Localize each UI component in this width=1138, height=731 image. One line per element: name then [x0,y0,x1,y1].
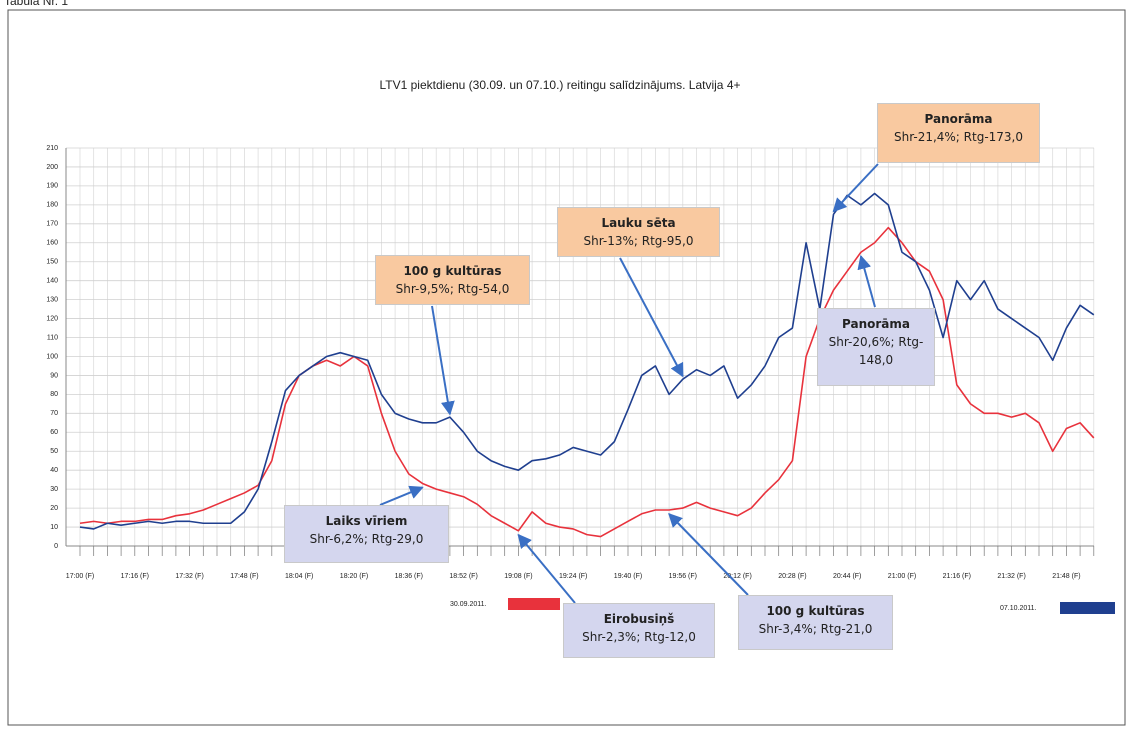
annotation-box: 100 g kultūras Shr-3,4%; Rtg-21,0 [738,595,893,650]
y-tick-label: 120 [46,315,58,322]
annotation-arrow [619,257,684,378]
legend-label: 07.10.2011. [1000,605,1037,612]
y-tick-label: 190 [46,183,58,190]
caption: Tabula Nr. 1 [4,0,68,8]
x-tick-label: 17:48 (F) [230,573,258,580]
annotation-text: Shr-20,6%; Rtg-148,0 [828,335,924,367]
y-tick-label: 70 [50,410,58,417]
y-tick-label: 210 [46,145,58,152]
annotation-title: Eirobusiņš [603,612,675,626]
annotation-box: Eirobusiņš Shr-2,3%; Rtg-12,0 [563,603,715,658]
y-tick-label: 50 [50,448,58,455]
legend-label: 30.09.2011. [450,601,487,608]
x-tick-label: 17:32 (F) [175,573,203,580]
x-tick-label: 18:36 (F) [395,573,423,580]
x-tick-label: 20:44 (F) [833,573,861,580]
annotation-text: Shr-3,4%; Rtg-21,0 [758,622,873,636]
frame [7,9,1126,726]
line-series [79,226,1095,538]
x-tick-label: 21:16 (F) [943,573,971,580]
y-tick-label: 0 [54,543,58,550]
annotation-box: Lauku sēta Shr-13%; Rtg-95,0 [557,207,720,257]
y-tick-label: 80 [50,391,58,398]
y-tick-label: 180 [46,202,58,209]
annotation-title: 100 g kultūras [403,264,502,278]
x-tick-label: 19:08 (F) [504,573,532,580]
annotation-box: Panorāma Shr-20,6%; Rtg-148,0 [817,308,935,386]
annotation-arrow [857,254,876,308]
y-tick-label: 160 [46,240,58,247]
x-tick-label: 21:48 (F) [1052,573,1080,580]
annotation-title: Lauku sēta [601,216,676,230]
x-tick-label: 18:52 (F) [449,573,477,580]
annotation-text: Shr-21,4%; Rtg-173,0 [893,130,1024,144]
annotation-title: Laiks vīriem [325,514,408,528]
x-tick-label: 19:56 (F) [669,573,697,580]
x-tick-label: 19:40 (F) [614,573,642,580]
legend-swatch [1060,602,1115,614]
annotation-title: 100 g kultūras [766,604,865,618]
y-tick-label: 100 [46,353,58,360]
annotation-box: Laiks vīriem Shr-6,2%; Rtg-29,0 [284,505,449,563]
annotation-arrow [832,163,879,213]
annotation-arrow [668,512,749,596]
y-tick-label: 20 [50,505,58,512]
y-tick-label: 150 [46,259,58,266]
annotation-arrow [517,533,576,604]
x-tick-label: 21:00 (F) [888,573,916,580]
chart-title: LTV1 piektdienu (30.09. un 07.10.) reiti… [380,78,741,92]
annotation-box: 100 g kultūras Shr-9,5%; Rtg-54,0 [375,255,530,305]
y-tick-label: 40 [50,467,58,474]
x-tick-label: 17:16 (F) [121,573,149,580]
y-tick-label: 90 [50,372,58,379]
x-tick-label: 18:04 (F) [285,573,313,580]
y-tick-label: 200 [46,164,58,171]
y-tick-label: 130 [46,296,58,303]
annotation-text: Shr-2,3%; Rtg-12,0 [582,630,696,644]
x-tick-label: 17:00 (F) [66,573,94,580]
x-tick-label: 20:12 (F) [723,573,751,580]
x-tick-label: 21:32 (F) [997,573,1025,580]
annotation-text: Shr-9,5%; Rtg-54,0 [395,282,510,296]
annotation-text: Shr-6,2%; Rtg-29,0 [309,532,424,546]
y-tick-label: 10 [50,524,58,531]
x-tick-label: 19:24 (F) [559,573,587,580]
annotation-arrow [379,485,424,506]
annotation-text: Shr-13%; Rtg-95,0 [583,234,694,248]
annotation-title: Panorāma [842,317,910,331]
y-tick-label: 140 [46,278,58,285]
x-tick-label: 18:20 (F) [340,573,368,580]
y-tick-label: 30 [50,486,58,493]
annotation-box: Panorāma Shr-21,4%; Rtg-173,0 [877,103,1040,163]
line-series [79,192,1095,530]
legend-swatch [508,598,560,610]
annotation-arrow [431,305,455,416]
y-tick-label: 60 [50,429,58,436]
y-tick-label: 170 [46,221,58,228]
y-tick-label: 110 [47,334,58,341]
x-tick-label: 20:28 (F) [778,573,806,580]
annotation-title: Panorāma [924,112,993,126]
